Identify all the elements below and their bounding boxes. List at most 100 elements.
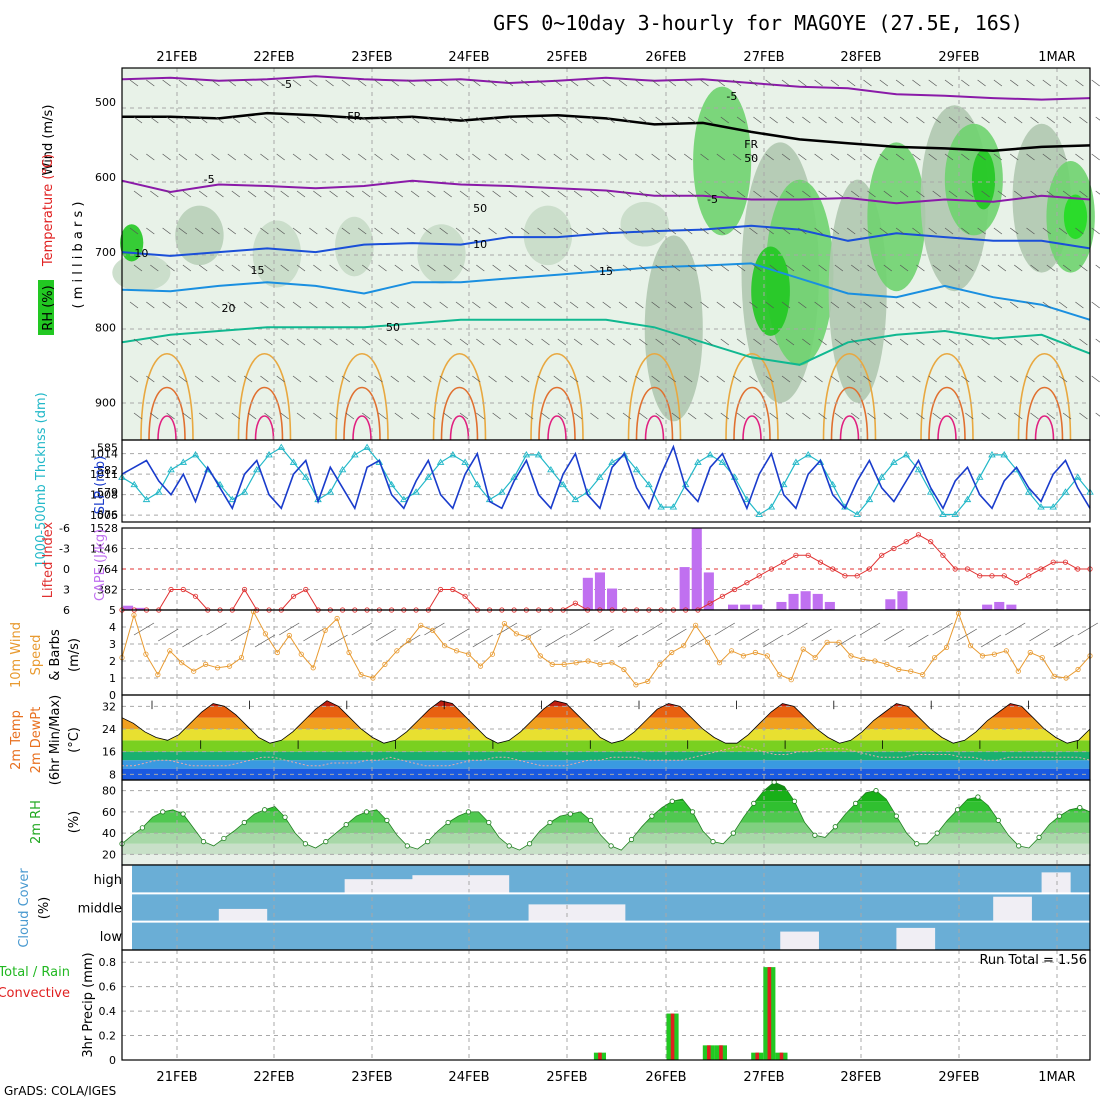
precip-tick: 0.4 bbox=[99, 1005, 117, 1018]
surface-wind-barb bbox=[230, 628, 251, 642]
thickness-point bbox=[1049, 503, 1058, 510]
wind-barb bbox=[357, 227, 367, 235]
wind-barb bbox=[720, 412, 730, 420]
wind-barb bbox=[830, 301, 840, 309]
wind-barb bbox=[899, 412, 909, 420]
wind-barb bbox=[590, 338, 599, 346]
temperature-band bbox=[122, 751, 1090, 761]
lifted-index-point bbox=[192, 593, 199, 599]
wind-barb bbox=[504, 375, 514, 383]
wind-barb bbox=[260, 227, 269, 235]
wind-barb bbox=[977, 375, 986, 383]
wind-speed-point bbox=[346, 649, 352, 656]
thickness-point bbox=[706, 451, 714, 458]
wind-barb bbox=[182, 116, 192, 124]
wind-barb bbox=[129, 301, 139, 309]
thickness-point bbox=[167, 465, 175, 473]
wind-barb bbox=[732, 79, 742, 87]
wind-barb bbox=[916, 190, 925, 198]
wind-barb bbox=[785, 190, 795, 198]
wind-barb bbox=[541, 190, 550, 198]
wind-barb bbox=[602, 301, 611, 309]
wind-barb bbox=[590, 264, 599, 272]
cloud-layer-label: high bbox=[94, 873, 122, 888]
wind-barb bbox=[830, 79, 840, 87]
wind-barb bbox=[374, 375, 383, 383]
wind-barb bbox=[439, 79, 448, 87]
wind-barb bbox=[520, 227, 530, 235]
precip-panel: 0 0.2 0.4 0.6 0.8 Run Total = 1.56 bbox=[99, 949, 1091, 1067]
wind-barb bbox=[508, 338, 518, 346]
wind-barb bbox=[329, 116, 338, 124]
wind-speed-point bbox=[812, 654, 818, 661]
wind-barb bbox=[406, 153, 416, 161]
wind-barb bbox=[687, 264, 697, 272]
wind-barb bbox=[264, 116, 273, 124]
lifted-index-point bbox=[866, 566, 873, 572]
wind-barb bbox=[378, 412, 387, 420]
wind-barb bbox=[329, 412, 338, 420]
speed-label: Speed bbox=[29, 635, 44, 676]
cape-bar bbox=[885, 599, 896, 610]
wind-barb bbox=[459, 338, 469, 346]
wind-barb bbox=[569, 375, 579, 383]
wind-barb bbox=[928, 153, 937, 161]
wind-barb bbox=[977, 301, 986, 309]
wind-barb bbox=[1030, 116, 1039, 124]
humidity-point bbox=[363, 809, 370, 815]
wind-barb bbox=[834, 116, 844, 124]
wind-barb bbox=[182, 264, 192, 272]
surface-wind-barb bbox=[690, 634, 711, 648]
isotherm-line bbox=[121, 224, 1091, 257]
lifted-index-point bbox=[879, 552, 885, 558]
wind-barb bbox=[410, 116, 420, 124]
wind-barb bbox=[863, 375, 872, 383]
wind-barb bbox=[146, 375, 155, 383]
wind-barb bbox=[329, 338, 338, 346]
panel1-labels: Wind (m/s) Temperature (°C) RH (%) ( m i… bbox=[38, 105, 86, 335]
bottom-date-label: 22FEB bbox=[253, 1070, 294, 1085]
rh-tick: 20 bbox=[102, 848, 116, 861]
wind-barb bbox=[178, 153, 188, 161]
wind-barb bbox=[280, 338, 289, 346]
wind-barb bbox=[749, 79, 758, 87]
wind-barb bbox=[227, 227, 237, 235]
rh-shade bbox=[252, 220, 302, 288]
wind-barb bbox=[211, 375, 220, 383]
wind-barb bbox=[671, 116, 681, 124]
wind-speed-point bbox=[1063, 675, 1069, 681]
wind-barb bbox=[227, 79, 237, 87]
rh-shade bbox=[644, 235, 703, 422]
wind-barb bbox=[309, 227, 318, 235]
wind-barb bbox=[476, 190, 485, 198]
isotherm-line bbox=[121, 318, 1091, 366]
thickness-point bbox=[1073, 473, 1082, 480]
wind-barb bbox=[916, 412, 925, 420]
wind-barb bbox=[406, 227, 416, 235]
wind-speed-point bbox=[728, 648, 735, 654]
wind-barb bbox=[524, 264, 534, 272]
wind-barb bbox=[1075, 79, 1084, 87]
lifted-index-point bbox=[1013, 580, 1020, 586]
thermal-contour bbox=[440, 386, 479, 441]
wind-barb bbox=[1058, 301, 1068, 309]
wind-barb bbox=[928, 375, 937, 383]
wind-barb bbox=[622, 412, 632, 420]
panel3-labels: Lifted Index CAPE (J/kg) bbox=[41, 521, 108, 601]
thickness-point bbox=[853, 510, 861, 517]
wind-barb bbox=[977, 153, 986, 161]
wind-speed-point bbox=[657, 661, 663, 668]
wind-barb bbox=[276, 227, 285, 235]
wind-barb bbox=[993, 153, 1003, 161]
wind-barb bbox=[687, 116, 697, 124]
top-date-label: 25FEB bbox=[546, 50, 587, 65]
lifted-index-point bbox=[450, 586, 456, 593]
wind-barb bbox=[178, 227, 188, 235]
humidity-point bbox=[323, 839, 329, 845]
wind-barb bbox=[639, 338, 648, 346]
wind-barb bbox=[553, 301, 563, 309]
cape-label: CAPE (J/kg) bbox=[93, 529, 108, 601]
wind-barb bbox=[769, 412, 778, 420]
wind-barb bbox=[1030, 190, 1039, 198]
wind-barb bbox=[455, 301, 465, 309]
